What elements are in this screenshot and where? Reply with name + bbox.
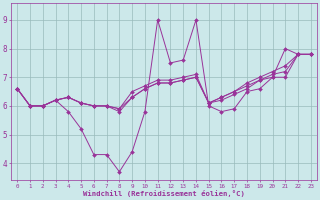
X-axis label: Windchill (Refroidissement éolien,°C): Windchill (Refroidissement éolien,°C) (83, 190, 245, 197)
